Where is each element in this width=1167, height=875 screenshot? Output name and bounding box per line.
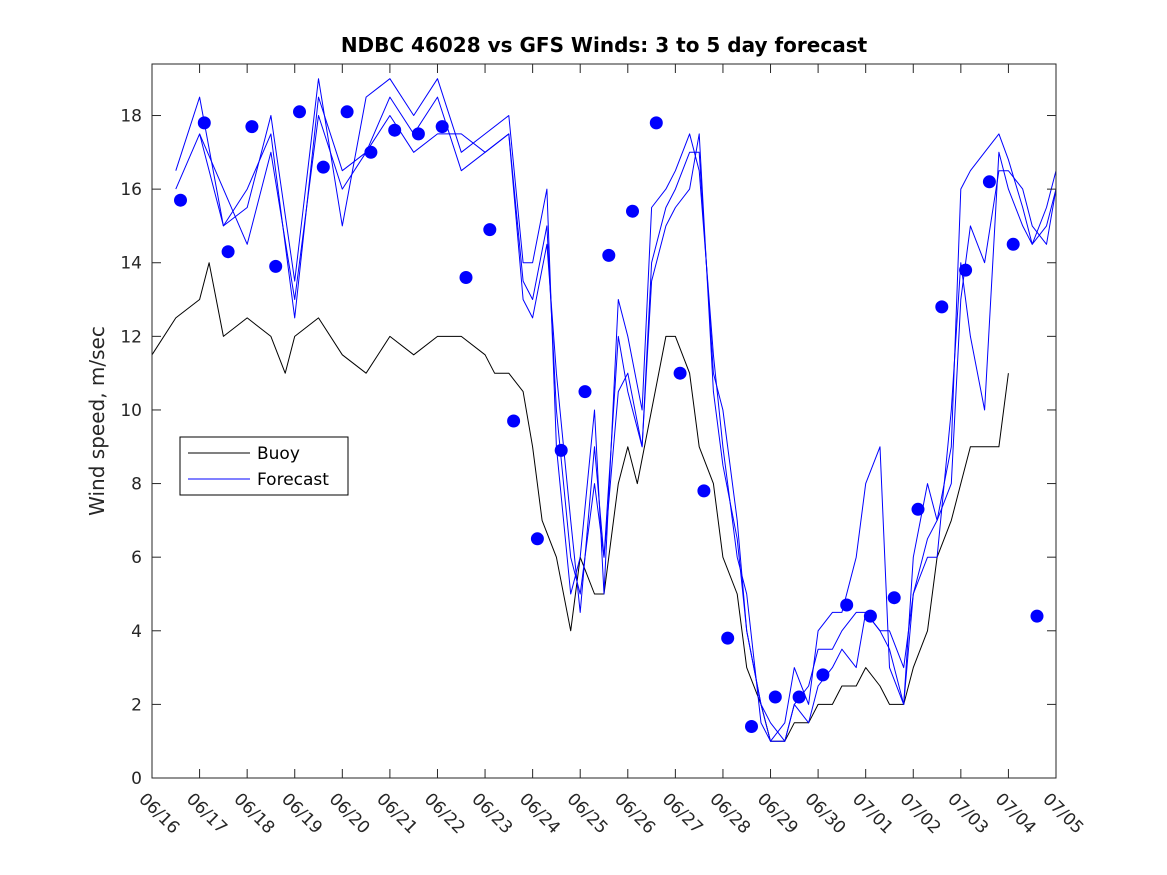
forecast-marker xyxy=(982,175,996,189)
forecast-marker xyxy=(721,631,735,645)
legend-box xyxy=(179,436,349,496)
forecast-marker xyxy=(435,120,449,134)
legend-forecast-label: Forecast xyxy=(257,470,329,490)
forecast-marker xyxy=(483,223,497,237)
y-tick-label: 6 xyxy=(131,548,142,568)
y-tick-label: 10 xyxy=(120,401,142,421)
y-tick-label: 2 xyxy=(131,695,142,715)
forecast-marker xyxy=(459,271,473,284)
forecast-marker xyxy=(411,127,425,141)
forecast-marker xyxy=(554,443,568,457)
forecast-marker xyxy=(293,105,306,119)
forecast-marker xyxy=(626,204,639,218)
chart-title: NDBC 46028 vs GFS Winds: 3 to 5 day fore… xyxy=(341,33,868,57)
forecast-marker xyxy=(863,609,877,623)
forecast-marker xyxy=(1030,609,1044,623)
forecast-marker xyxy=(673,366,687,380)
y-tick-label: 0 xyxy=(131,769,142,789)
forecast-marker xyxy=(935,300,949,314)
forecast-marker xyxy=(221,245,235,259)
y-axis-label: Wind speed, m/sec xyxy=(85,326,109,516)
forecast-marker xyxy=(816,668,830,682)
forecast-marker xyxy=(316,160,330,174)
forecast-marker xyxy=(745,720,758,733)
y-tick-label: 18 xyxy=(120,107,142,127)
forecast-marker xyxy=(1006,237,1020,251)
y-tick-label: 12 xyxy=(120,327,142,347)
forecast-marker xyxy=(340,105,354,119)
buoy-line xyxy=(151,262,1009,742)
forecast-marker xyxy=(768,690,782,704)
forecast-marker xyxy=(507,414,521,428)
forecast-marker xyxy=(840,598,854,612)
y-tick-label: 14 xyxy=(120,254,142,274)
legend-buoy-label: Buoy xyxy=(257,444,300,464)
plot-background xyxy=(152,64,1056,778)
forecast-marker xyxy=(388,123,402,137)
y-tick-label: 4 xyxy=(131,622,142,642)
forecast-marker xyxy=(530,532,544,546)
forecast-marker xyxy=(649,116,663,130)
forecast-marker xyxy=(197,116,211,130)
plot-area: 02468101214161806/1606/1706/1806/1906/20… xyxy=(120,63,1087,838)
forecast-marker xyxy=(245,120,259,134)
forecast-marker xyxy=(697,484,711,498)
forecast-marker xyxy=(602,248,616,262)
forecast-marker xyxy=(174,193,187,207)
forecast-marker xyxy=(911,502,925,516)
forecast-line-3 xyxy=(199,96,1057,742)
forecast-marker xyxy=(364,145,378,159)
forecast-line-2 xyxy=(175,78,1057,742)
forecast-marker xyxy=(959,263,973,277)
legend: Buoy Forecast xyxy=(179,436,349,496)
forecast-marker xyxy=(269,259,283,273)
forecast-marker xyxy=(792,690,806,704)
forecast-marker xyxy=(578,385,592,399)
axes-box xyxy=(151,63,1057,779)
forecast-marker xyxy=(887,591,901,605)
y-tick-label: 8 xyxy=(131,475,142,495)
y-tick-label: 16 xyxy=(120,180,142,200)
